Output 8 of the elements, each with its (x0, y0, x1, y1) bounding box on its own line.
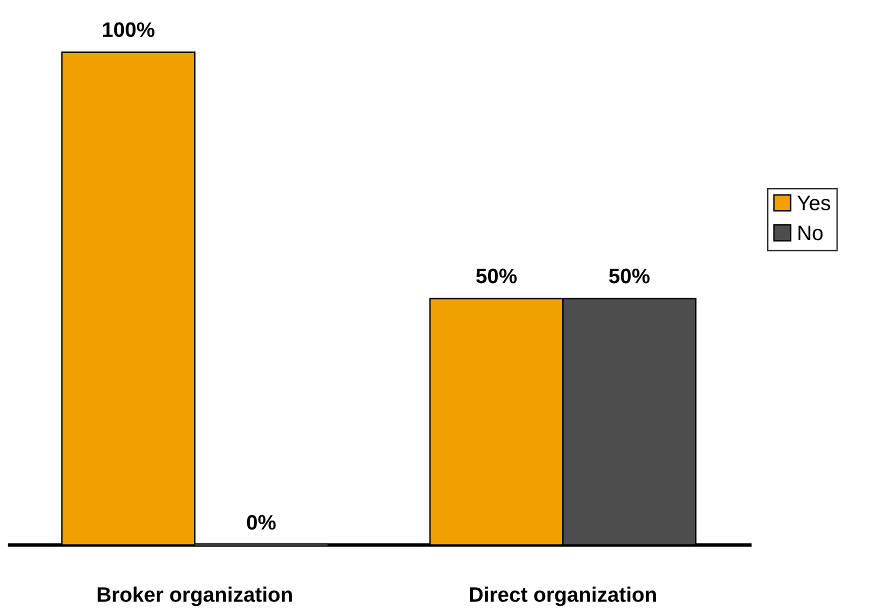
x-tick-label: Direct organization (470, 586, 656, 606)
x-tick-label: Broker organization (98, 586, 292, 606)
legend-label: No (798, 226, 823, 240)
legend-label: Yes (797, 196, 830, 210)
data-label: 50% (476, 268, 517, 284)
data-label: 100% (103, 22, 154, 38)
data-label: 50% (609, 268, 650, 284)
data-label: 0% (246, 514, 276, 530)
